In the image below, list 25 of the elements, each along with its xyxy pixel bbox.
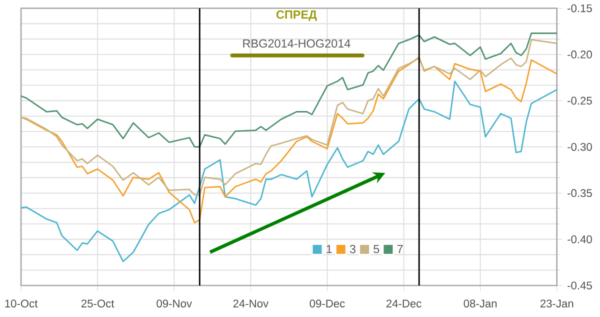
legend-label: 5 bbox=[374, 245, 380, 254]
y-tick-label: -0.25 bbox=[568, 96, 592, 105]
y-tick-label: -0.45 bbox=[568, 282, 592, 290]
line-series bbox=[20, 32, 558, 148]
line-series bbox=[20, 39, 558, 196]
x-tick-label: 09-Nov bbox=[156, 300, 192, 308]
x-tick-label: 08-Jan bbox=[464, 300, 497, 308]
y-tick-label: -0.15 bbox=[568, 4, 592, 12]
chart-title: СПРЕД bbox=[276, 10, 317, 22]
line-series bbox=[20, 56, 558, 224]
legend-label: 7 bbox=[397, 245, 403, 254]
y-tick-label: -0.20 bbox=[568, 50, 592, 58]
x-tick-label: 24-Dec bbox=[386, 300, 422, 308]
x-tick-label: 24-Nov bbox=[233, 300, 269, 308]
y-tick-label: -0.35 bbox=[568, 189, 592, 198]
x-tick-label: 09-Dec bbox=[310, 300, 345, 308]
legend-label: 3 bbox=[350, 244, 356, 254]
x-tick-label: 25-Oct bbox=[81, 300, 114, 308]
y-tick-label: -0.30 bbox=[568, 143, 592, 151]
x-tick-label: 10-Oct bbox=[5, 300, 38, 308]
y-tick-label: -0.40 bbox=[568, 235, 592, 244]
legend-label: 1 bbox=[326, 245, 332, 254]
x-tick-label: 23-Jan bbox=[540, 300, 574, 308]
line-series bbox=[20, 80, 558, 262]
text: RBG2014-HOG2014 bbox=[243, 39, 350, 48]
